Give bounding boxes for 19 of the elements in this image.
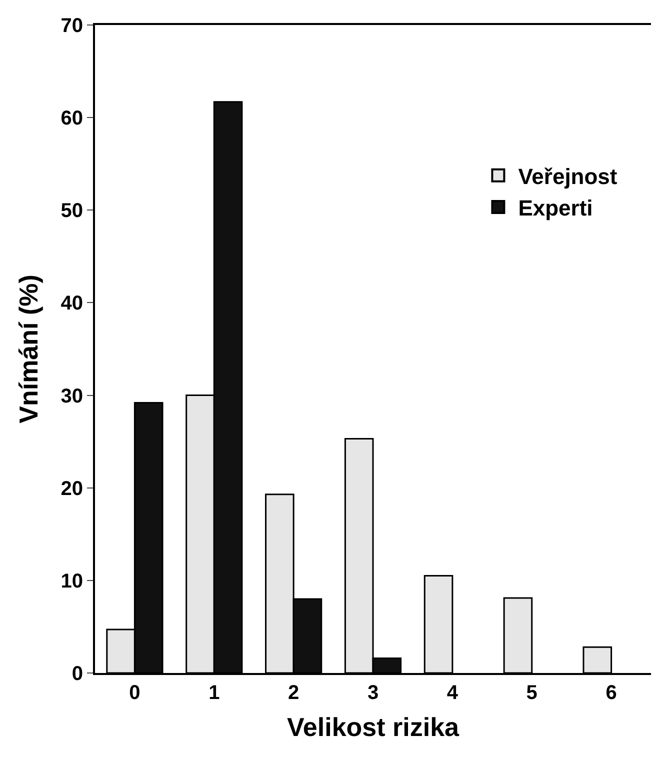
y-tick-label: 70 [60, 15, 83, 37]
y-tick-label: 60 [60, 108, 83, 130]
x-tick-label: 0 [129, 682, 140, 704]
y-tick-label: 20 [60, 478, 83, 500]
y-tick-label: 50 [60, 200, 83, 222]
legend-label: Experti [518, 196, 593, 221]
x-tick-label: 6 [606, 682, 617, 704]
x-tick-label: 4 [446, 682, 459, 704]
y-axis-title: Vnímání (%) [14, 274, 44, 424]
x-tick-label: 5 [526, 682, 538, 704]
y-tick-label: 10 [60, 570, 83, 592]
y-tick-label: 40 [60, 292, 83, 315]
x-tick-label: 3 [367, 682, 379, 704]
y-tick-label: 30 [60, 385, 83, 408]
legend-label: Veřejnost [518, 164, 618, 189]
x-tick-label: 1 [208, 682, 220, 704]
y-tick-label: 0 [72, 663, 83, 685]
x-tick-label: 2 [288, 682, 300, 704]
x-axis-title: Velikost rizika [287, 712, 460, 742]
